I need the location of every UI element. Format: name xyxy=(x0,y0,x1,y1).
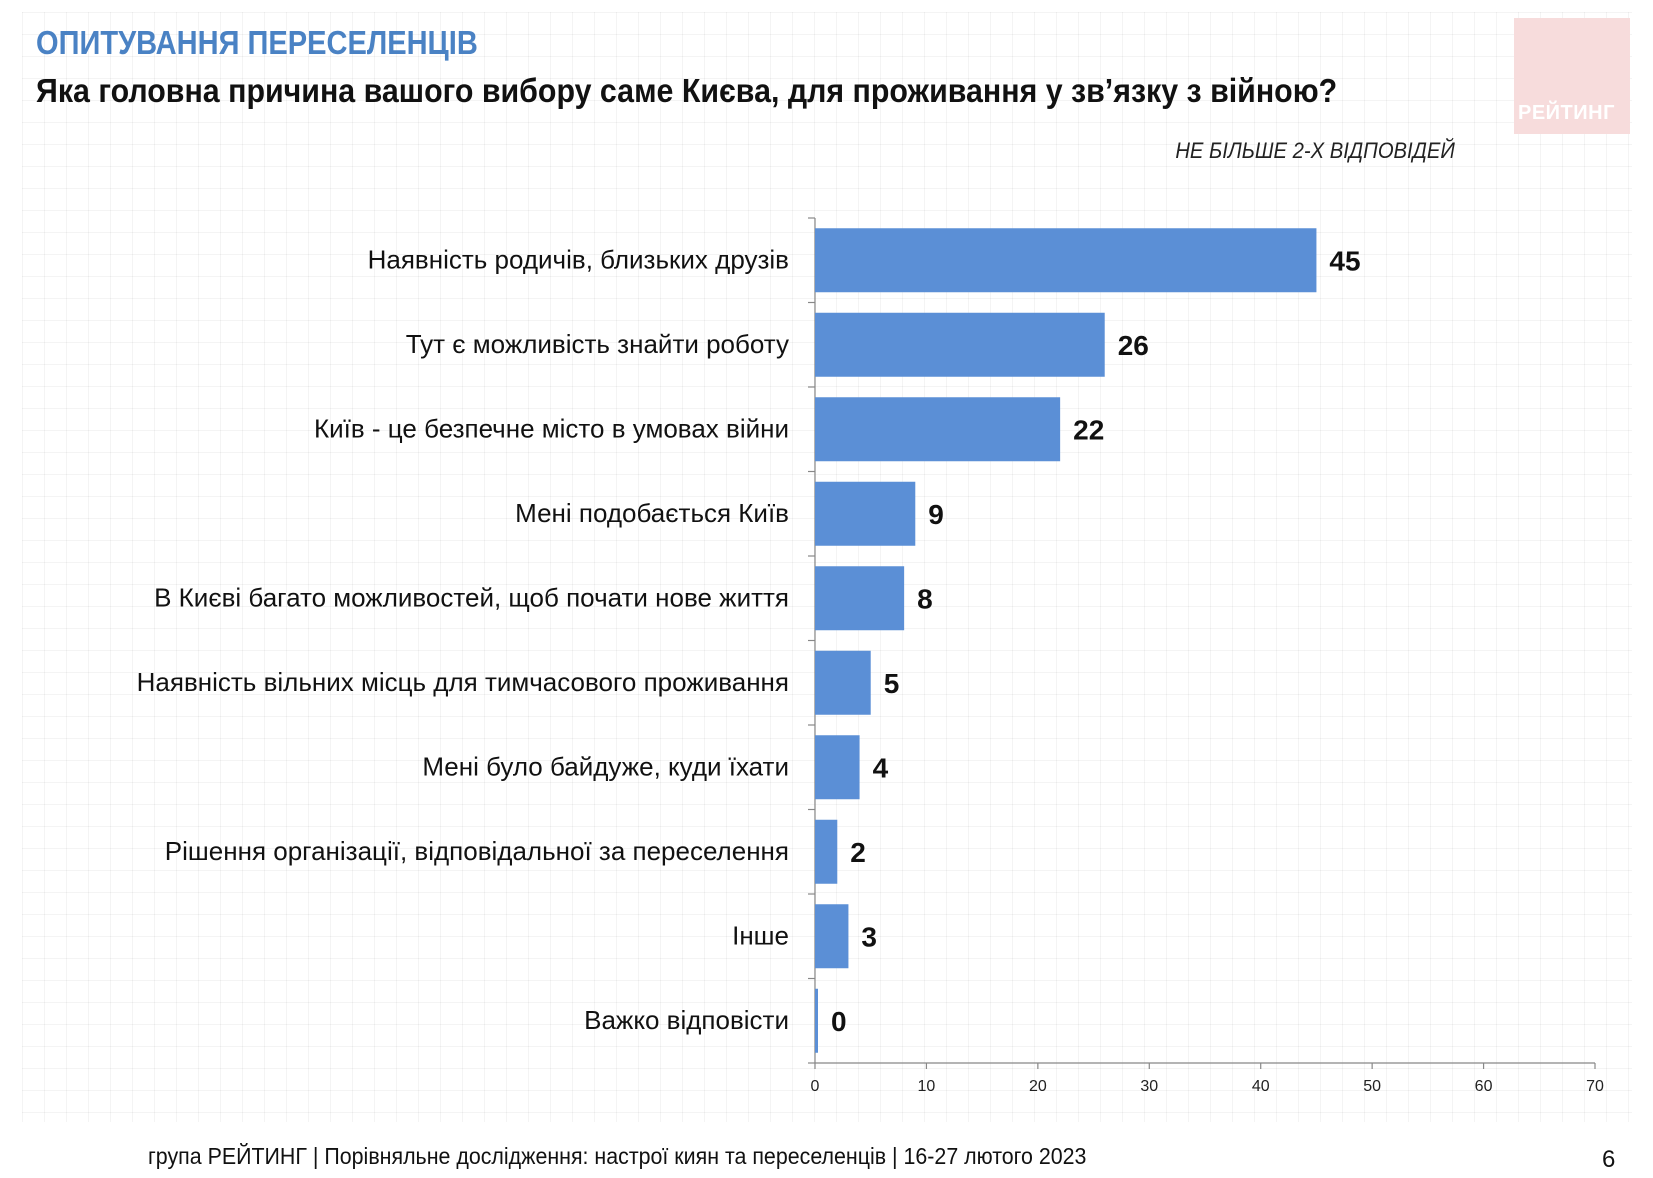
bar xyxy=(815,481,916,546)
logo-text: РЕЙТИНГ xyxy=(1518,102,1615,124)
value-label: 26 xyxy=(1118,330,1149,361)
bar xyxy=(815,397,1061,462)
value-label: 2 xyxy=(850,837,866,868)
category-label: Інше xyxy=(732,920,789,950)
x-tick-label: 20 xyxy=(1029,1078,1047,1095)
x-tick-label: 40 xyxy=(1252,1078,1270,1095)
bar xyxy=(815,988,818,1053)
bar xyxy=(815,735,860,800)
category-label: Тут є можливість знайти роботу xyxy=(406,329,789,359)
value-label: 5 xyxy=(884,668,900,699)
category-label: Мені подобається Київ xyxy=(515,498,789,528)
category-label: Мені було байдуже, куди їхати xyxy=(422,751,789,781)
x-tick-label: 60 xyxy=(1475,1078,1493,1095)
value-label: 3 xyxy=(861,921,877,952)
bar xyxy=(815,228,1317,293)
page-number: 6 xyxy=(1602,1146,1616,1173)
category-label: Київ - це безпечне місто в умовах війни xyxy=(314,413,789,443)
value-label: 8 xyxy=(917,583,933,614)
x-tick-label: 0 xyxy=(811,1078,820,1095)
bar xyxy=(815,819,838,884)
x-tick-label: 50 xyxy=(1363,1078,1381,1095)
category-label: Важко відповісти xyxy=(584,1005,789,1035)
category-label: Наявність вільних місць для тимчасового … xyxy=(137,667,789,697)
category-label: В Києві багато можливостей, щоб почати н… xyxy=(154,582,789,612)
survey-kicker: ОПИТУВАННЯ ПЕРЕСЕЛЕНЦІВ xyxy=(36,24,478,61)
x-tick-label: 70 xyxy=(1586,1078,1604,1095)
value-label: 45 xyxy=(1329,245,1360,276)
value-label: 0 xyxy=(831,1006,847,1037)
footer-source: група РЕЙТИНГ | Порівняльне дослідження:… xyxy=(148,1143,1087,1169)
bar xyxy=(815,566,905,631)
logo-badge xyxy=(1514,18,1630,134)
x-tick-label: 30 xyxy=(1140,1078,1158,1095)
bar xyxy=(815,904,849,969)
x-tick-label: 10 xyxy=(918,1078,936,1095)
answer-limit-note: НЕ БІЛЬШЕ 2-Х ВІДПОВІДЕЙ xyxy=(1175,138,1455,163)
category-label: Наявність родичів, близьких друзів xyxy=(368,244,789,274)
category-label: Рішення організації, відповідальної за п… xyxy=(165,836,789,866)
bar xyxy=(815,650,871,715)
bar xyxy=(815,312,1105,377)
value-label: 22 xyxy=(1073,414,1104,445)
value-label: 4 xyxy=(873,752,889,783)
value-label: 9 xyxy=(928,499,944,530)
question-title: Яка головна причина вашого вибору саме К… xyxy=(36,72,1338,109)
